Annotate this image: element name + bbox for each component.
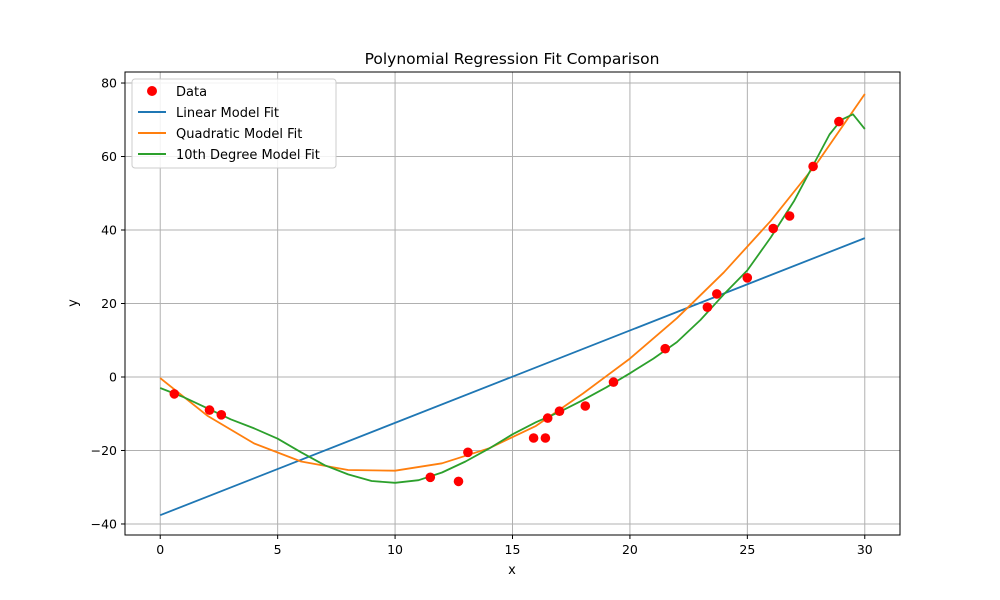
x-tick-label: 15 bbox=[505, 542, 521, 557]
y-tick-label: 80 bbox=[101, 76, 117, 91]
legend: Data Linear Model Fit Quadratic Model Fi… bbox=[131, 78, 337, 169]
data-point bbox=[784, 211, 795, 221]
legend-label-10th-degree: 10th Degree Model Fit bbox=[176, 148, 320, 163]
legend-marker-data bbox=[147, 86, 157, 96]
data-point bbox=[702, 302, 713, 313]
data-point bbox=[463, 447, 473, 458]
data-point bbox=[608, 377, 619, 387]
y-tick-label: 0 bbox=[109, 369, 117, 384]
series-line-quadratic bbox=[159, 93, 866, 472]
legend-label-quadratic: Quadratic Model Fit bbox=[176, 127, 302, 142]
data-points bbox=[169, 116, 844, 487]
legend-label-linear: Linear Model Fit bbox=[176, 106, 279, 121]
x-axis-label: x bbox=[508, 563, 516, 578]
data-point bbox=[712, 289, 722, 299]
data-point bbox=[808, 161, 818, 172]
legend-box bbox=[131, 78, 337, 169]
data-point bbox=[660, 343, 670, 354]
data-point bbox=[169, 389, 180, 399]
data-point bbox=[554, 406, 565, 417]
y-tick-label: 60 bbox=[101, 149, 117, 164]
y-axis-label: y bbox=[66, 299, 81, 307]
series-line-linear bbox=[159, 237, 866, 517]
data-point bbox=[425, 472, 436, 483]
data-point bbox=[768, 223, 778, 234]
data-point bbox=[580, 401, 591, 411]
y-tick-label: 40 bbox=[101, 223, 117, 238]
chart-title: Polynomial Regression Fit Comparison bbox=[365, 50, 660, 68]
axis-ticks: 0 5 10 15 20 25 30 −40 −20 0 20 40 60 80 bbox=[91, 76, 873, 557]
x-tick-label: 20 bbox=[622, 542, 638, 557]
data-point bbox=[542, 413, 553, 423]
x-tick-label: 0 bbox=[156, 542, 164, 557]
y-tick-label: −40 bbox=[91, 516, 117, 531]
x-tick-label: 30 bbox=[857, 542, 873, 557]
data-point bbox=[540, 433, 551, 443]
legend-label-data: Data bbox=[176, 85, 207, 100]
data-point bbox=[204, 405, 215, 415]
x-tick-label: 25 bbox=[739, 542, 755, 557]
data-point bbox=[834, 116, 844, 127]
data-point bbox=[742, 273, 753, 283]
x-tick-label: 10 bbox=[387, 542, 403, 557]
data-point bbox=[453, 476, 464, 487]
y-tick-label: −20 bbox=[91, 443, 117, 458]
data-point bbox=[528, 433, 539, 443]
y-tick-label: 20 bbox=[101, 296, 117, 311]
x-tick-label: 5 bbox=[274, 542, 282, 557]
data-point bbox=[216, 410, 227, 420]
